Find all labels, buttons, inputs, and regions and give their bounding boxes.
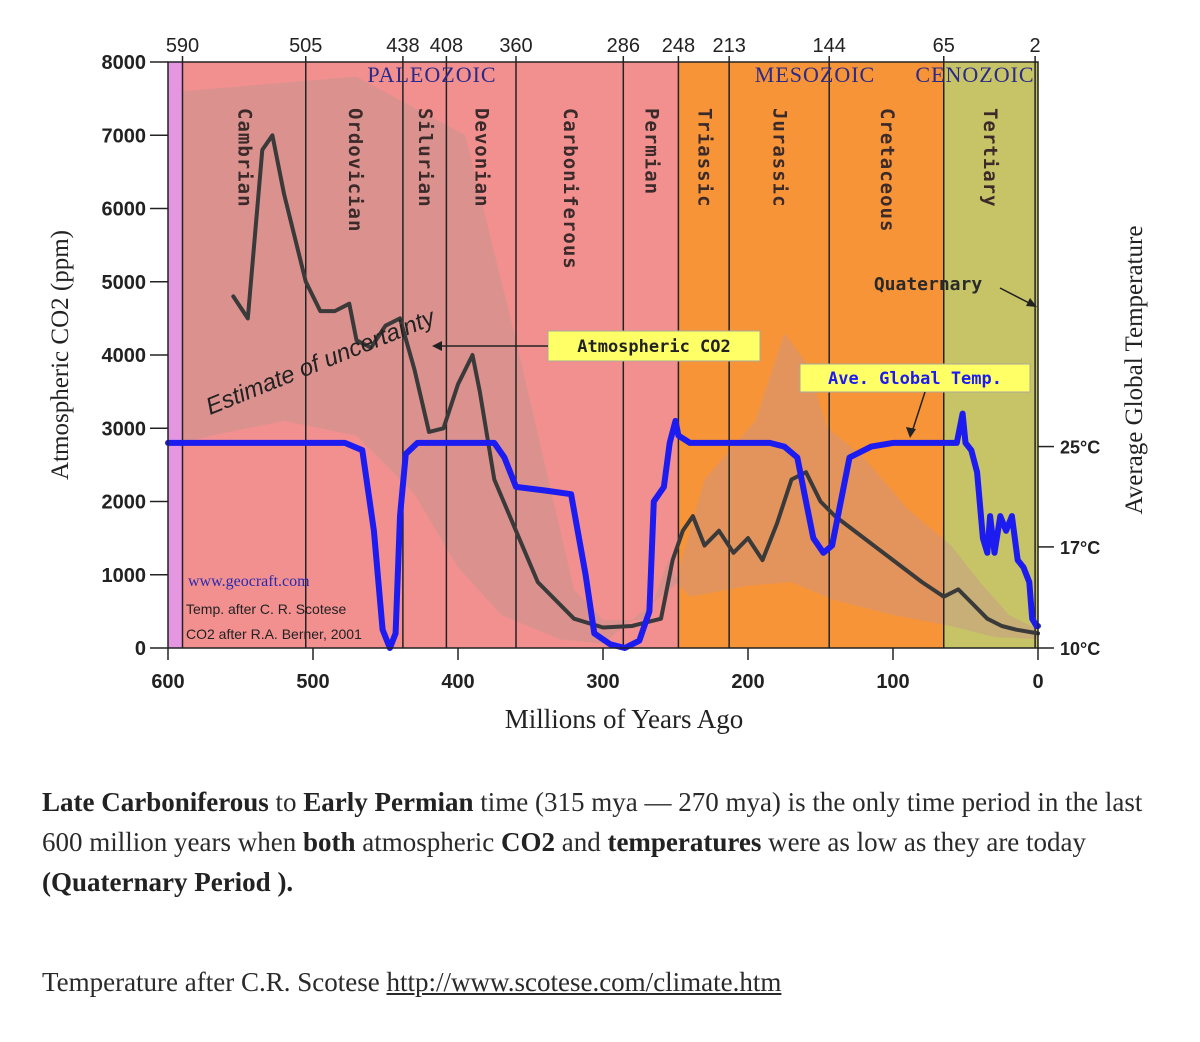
top-tick-label-286: 286 [607,35,640,57]
top-tick-label-438: 438 [386,35,419,57]
temperature-series-line [165,410,1041,651]
credit-site: www.geocraft.com [188,573,310,590]
period-dividers [181,62,1036,648]
right-tick-label-1: 17°C [1060,538,1100,558]
right-tick-label-0: 10°C [1060,639,1100,659]
y-tick-label-7000: 7000 [102,125,147,147]
source-line: Temperature after C.R. Scotese http://ww… [42,962,1162,1002]
temp-label-box [799,363,1031,393]
quaternary-label: Quaternary [874,274,983,295]
period-label-silurian: Silurian [414,108,436,208]
era-label-cenozoic: CENOZOIC [915,62,1034,87]
caption-text-3: atmospheric [355,827,501,857]
caption-text-1: to [268,787,304,817]
caption-bold-co2: CO2 [500,827,555,857]
caption-bold-temperatures: temperatures [607,827,762,857]
top-tick-label-590: 590 [166,35,199,57]
source-prefix: Temperature after C.R. Scotese [42,967,387,997]
top-tick-label-505: 505 [289,35,322,57]
pre-cambrian-strip [168,62,183,648]
source-link[interactable]: http://www.scotese.com/climate.htm [386,967,782,997]
period-label-carboniferous: Carboniferous [559,108,581,270]
x-tick-label-100: 100 [876,671,909,693]
caption-text-5: were as low as they are today [761,827,1087,857]
period-label-ordovician: Ordovician [344,108,366,232]
y-tick-label-5000: 5000 [102,272,147,294]
quaternary-strip [1035,62,1038,648]
y-tick-label-4000: 4000 [102,345,147,367]
co2-label-text: Atmospheric CO2 [577,337,731,357]
top-tick-label-213: 213 [712,35,745,57]
uncertainty-band-mesozoic [675,333,1038,640]
period-label-permian: Permian [640,108,662,195]
period-bg-cretaceous [829,62,944,648]
caption-bold-quaternary: (Quaternary Period ). [42,867,294,897]
chart-svg: Cambrian Ordovician Silurian Devonian Carbon… [47,35,1148,734]
x-tick-label-200: 200 [731,671,764,693]
x-tick-label-400: 400 [441,671,474,693]
x-tick-label-500: 500 [296,671,329,693]
period-label-cambrian: Cambrian [234,108,256,208]
period-label-tertiary: Tertiary [979,108,1001,208]
temp-label-arrow [911,391,926,433]
x-tick-label-0: 0 [1032,671,1043,693]
credit-temp: Temp. after C. R. Scotese [186,601,346,617]
chart-caption: Late Carboniferous to Early Permian time… [42,782,1162,902]
era-label-mesozoic: MESOZOIC [755,62,875,87]
temp-label-text: Ave. Global Temp. [828,369,1002,389]
caption-bold-early-permian: Early Permian [303,787,474,817]
top-tick-label-408: 408 [430,35,463,57]
temp-arrow-head [906,427,916,438]
caption-text-2: time (315 mya — 270 mya) is the only tim… [42,787,1143,857]
period-label-triassic: Triassic [693,108,715,208]
period-label-jurassic: Jurassic [769,108,791,208]
y-tick-label-2000: 2000 [102,492,147,514]
top-tick-label-248: 248 [662,35,695,57]
top-tick-label-144: 144 [813,35,846,57]
y-tick-label-0: 0 [135,638,146,660]
y-tick-label-6000: 6000 [102,199,147,221]
y-tick-label-3000: 3000 [102,418,147,440]
y-axis-title-right: Average Global Temperature [1121,226,1148,515]
co2-temperature-chart: Cambrian Ordovician Silurian Devonian Carbon… [47,35,1148,734]
caption-bold-late-carboniferous: Late Carboniferous [42,787,269,817]
era-label-paleozoic: PALEOZOIC [367,62,496,87]
y-tick-label-8000: 8000 [102,52,147,74]
right-tick-label-2: 25°C [1060,438,1100,458]
x-tick-label-600: 600 [151,671,184,693]
y-axis-title-left: Atmospheric CO2 (ppm) [47,230,74,480]
period-label-cretaceous: Cretaceous [876,108,898,232]
caption-bold-both: both [302,827,356,857]
era-labels: PALEOZOIC MESOZOIC CENOZOIC [367,62,1034,87]
top-tick-label-65: 65 [933,35,955,57]
x-axis-title: Millions of Years Ago [505,704,744,734]
top-tick-label-360: 360 [499,35,532,57]
caption-text-4: and [554,827,608,857]
y-tick-label-1000: 1000 [102,565,147,587]
co2-series-line [231,133,1040,636]
top-tick-label-2: 2 [1030,35,1041,57]
quaternary-arrow [999,287,1034,306]
data-series [165,133,1041,651]
co2-arrow-head [432,341,442,351]
x-tick-label-300: 300 [586,671,619,693]
caption-paragraph: Late Carboniferous to Early Permian time… [42,782,1162,902]
credit-co2: CO2 after R.A. Berner, 2001 [186,626,362,642]
period-label-devonian: Devonian [471,108,493,208]
co2-label-box [547,330,761,362]
period-labels: Cambrian Ordovician Silurian Devonian Carbon… [234,108,1001,270]
quaternary-arrow-head [1026,298,1037,307]
